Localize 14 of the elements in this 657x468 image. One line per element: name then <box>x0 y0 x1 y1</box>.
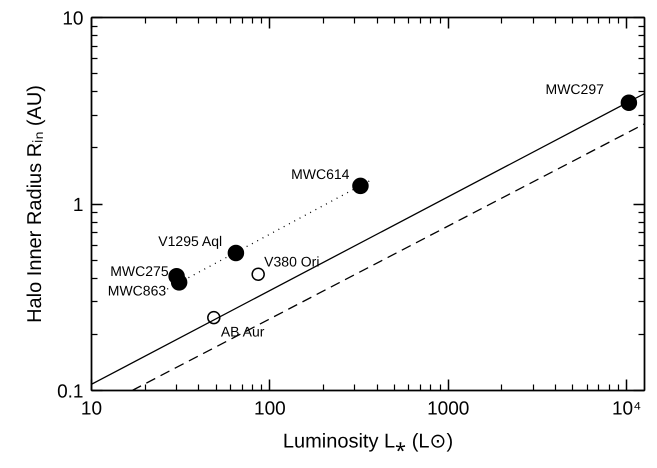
annotation: MWC297 <box>546 80 604 97</box>
annotation: MWC863 <box>108 282 166 298</box>
x-tick-label: 100 <box>254 398 286 420</box>
x-axis-title: Luminosity L⁎ (L⊙) <box>282 430 454 452</box>
x-tick-label: 1000 <box>427 398 470 420</box>
annotation: AB Aur <box>220 324 265 340</box>
x-tick-label: 10⁴ <box>612 398 642 420</box>
y-axis-title: Halo Inner Radius Rᵢₙ (AU) <box>24 85 46 323</box>
annotation: V1295 Aql <box>158 233 222 250</box>
annotation: V380 Ori <box>264 253 320 270</box>
annotation: MWC614 <box>291 166 350 182</box>
y-tick-label: 1 <box>72 195 84 216</box>
annotation: MWC275 <box>110 263 169 280</box>
y-tick-label: 10 <box>62 8 84 30</box>
